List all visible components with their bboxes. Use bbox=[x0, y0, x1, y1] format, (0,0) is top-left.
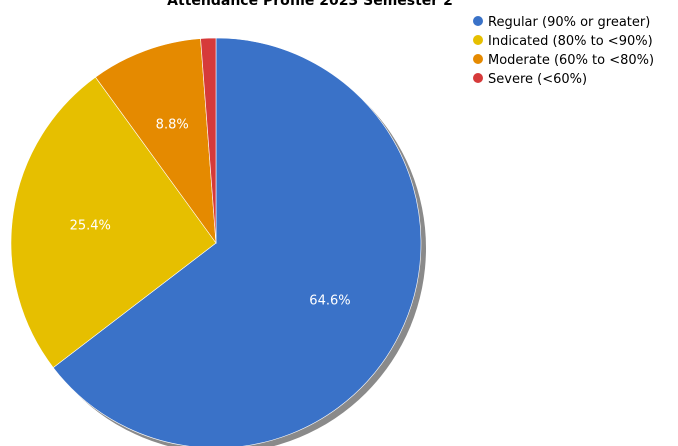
chart-title: Attendance Profile 2023 Semester 2 bbox=[167, 0, 453, 9]
legend-label-2: Moderate (60% to <80%) bbox=[488, 53, 654, 68]
legend-swatch-0 bbox=[473, 16, 483, 26]
pie-slice-1[interactable] bbox=[10, 76, 217, 369]
pie-slices bbox=[10, 37, 422, 446]
legend: Regular (90% or greater) Indicated (80% t… bbox=[473, 15, 654, 87]
legend-label-3: Severe (<60%) bbox=[488, 72, 587, 87]
pie-slice-0[interactable] bbox=[52, 37, 422, 446]
legend-swatch-2 bbox=[473, 54, 483, 64]
pie-slice-2[interactable] bbox=[95, 38, 217, 245]
legend-label-1: Indicated (80% to <90%) bbox=[488, 34, 653, 49]
legend-swatch-1 bbox=[473, 35, 483, 45]
legend-label-0: Regular (90% or greater) bbox=[488, 15, 650, 30]
slice-label-0: 64.6% bbox=[309, 293, 350, 308]
pie-slice-3[interactable] bbox=[200, 37, 217, 244]
slice-label-2: 8.8% bbox=[156, 118, 189, 133]
slice-labels: 64.6% 25.4% 8.8% bbox=[70, 118, 351, 309]
legend-swatch-3 bbox=[473, 73, 483, 83]
slice-label-1: 25.4% bbox=[70, 219, 111, 234]
